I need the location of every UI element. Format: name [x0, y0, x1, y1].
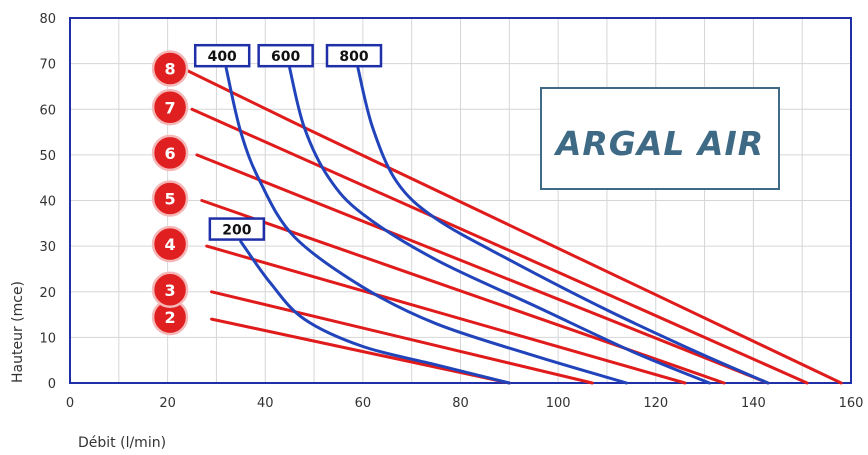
logo-frame — [540, 87, 780, 190]
tag-box — [193, 43, 251, 68]
y-tick-label: 60 — [39, 103, 56, 118]
badge-label: 7 — [164, 98, 175, 117]
pressure-line-6 — [195, 153, 770, 385]
x-tick-label: 120 — [643, 396, 668, 411]
y-tick-label: 10 — [39, 331, 56, 346]
badge-circle — [151, 89, 189, 126]
badge-label: 6 — [164, 144, 175, 163]
brand-logo: ARGAL AIR — [540, 87, 780, 190]
pressure-badge-8: 8 — [151, 50, 189, 87]
badge-label: 8 — [164, 59, 175, 78]
consumption-tag-200: 200 — [208, 217, 266, 241]
pressure-line-7 — [190, 107, 809, 385]
x-tick-label: 60 — [355, 396, 372, 411]
x-tick-label: 160 — [839, 396, 864, 411]
y-axis-title: Hauteur (mce) — [10, 281, 26, 383]
badge-circle — [151, 271, 189, 308]
y-tick-label: 20 — [39, 286, 56, 301]
pressure-badge-3: 3 — [151, 271, 189, 308]
consumption-tag-400: 400 — [193, 43, 251, 68]
y-tick-labels: 0 10 20 30 40 50 60 70 80 — [39, 12, 56, 392]
pressure-badges: 2 3 4 5 6 7 8 — [151, 50, 189, 336]
x-axis-title: Débit (l/min) — [78, 435, 166, 451]
y-tick-label: 0 — [48, 377, 56, 392]
x-tick-label: 100 — [546, 396, 571, 411]
y-tick-label: 30 — [39, 240, 56, 255]
consumption-curve-600 — [288, 66, 711, 385]
tag-box — [208, 217, 266, 241]
y-tick-label: 70 — [39, 58, 56, 73]
y-tick-label: 50 — [39, 149, 56, 164]
y-tick-label: 40 — [39, 195, 56, 210]
badge-circle — [151, 134, 189, 172]
x-tick-label: 40 — [257, 396, 274, 411]
badge-circle — [151, 50, 189, 87]
tag-label: 200 — [222, 223, 251, 239]
logo-text: ARGAL AIR — [553, 124, 764, 163]
pressure-line-3 — [210, 290, 594, 385]
consumption-tag-800: 800 — [325, 43, 383, 68]
pressure-line-8 — [185, 69, 843, 385]
pressure-line-2 — [210, 317, 511, 385]
badge-circle — [151, 180, 189, 217]
x-tick-label: 20 — [159, 396, 176, 411]
consumption-tags: 200 400 600 800 — [193, 43, 383, 241]
consumption-tag-600: 600 — [257, 43, 314, 68]
y-tick-label: 80 — [39, 12, 56, 27]
plot-frame — [69, 17, 852, 384]
pressure-badge-4: 4 — [151, 225, 189, 263]
tag-box — [325, 43, 383, 68]
consumption-curve-200 — [239, 240, 511, 385]
x-tick-label: 140 — [741, 396, 766, 411]
consumption-curve-400 — [224, 66, 628, 385]
badge-label: 3 — [164, 281, 175, 300]
pressure-badge-6: 6 — [151, 134, 189, 172]
x-tick-labels: 0 20 40 60 80 100 120 140 160 — [66, 396, 864, 411]
x-tick-label: 0 — [66, 396, 74, 411]
tag-label: 400 — [208, 49, 237, 65]
pressure-badge-5: 5 — [151, 180, 189, 217]
tag-label: 600 — [271, 49, 300, 65]
badge-label: 2 — [164, 308, 175, 327]
pressure-line-4 — [205, 244, 687, 385]
consumption-curve-800 — [356, 66, 770, 385]
badge-circle — [151, 225, 189, 263]
air-consumption-lines — [224, 66, 770, 385]
tag-label: 800 — [339, 49, 368, 65]
badge-label: 4 — [164, 235, 175, 254]
pressure-badge-7: 7 — [151, 89, 189, 126]
badge-label: 5 — [164, 190, 175, 209]
tag-box — [257, 43, 314, 68]
x-tick-label: 80 — [452, 396, 469, 411]
